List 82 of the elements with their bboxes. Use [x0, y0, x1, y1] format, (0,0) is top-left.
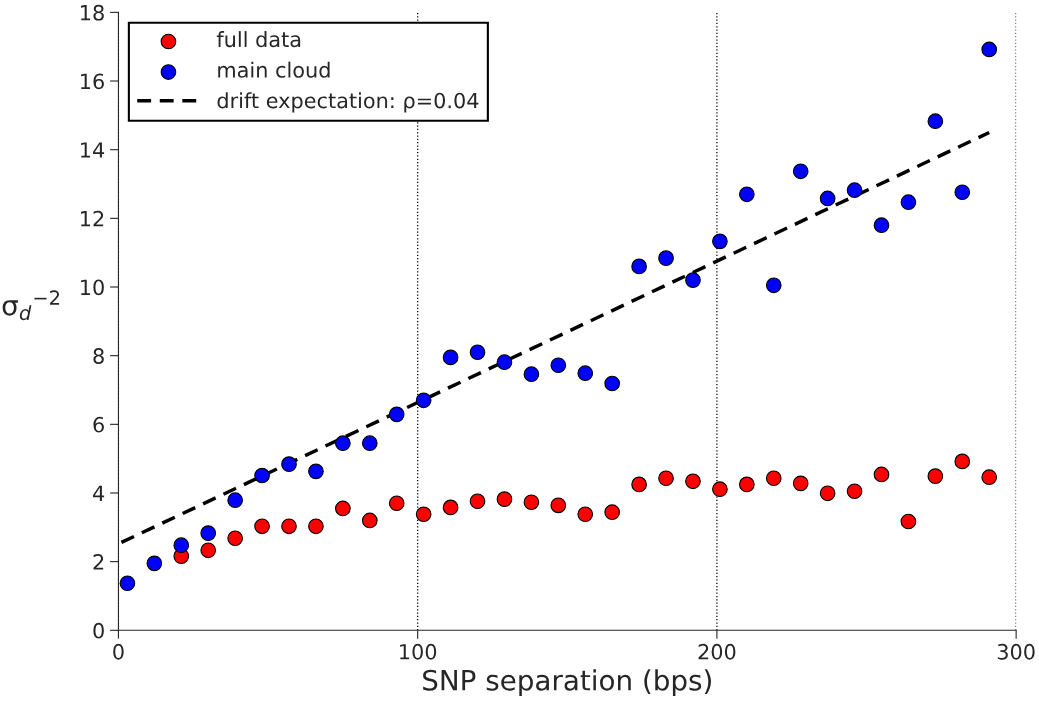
point [631, 476, 647, 493]
point [200, 525, 217, 541]
point [200, 542, 217, 559]
point [227, 530, 243, 547]
point [900, 194, 917, 211]
point [927, 468, 944, 485]
y-tick-label: 18 [81, 4, 104, 21]
point [308, 518, 324, 535]
point [577, 506, 594, 523]
x-tick-label: 100 [400, 643, 437, 660]
point [281, 456, 297, 472]
point [523, 366, 540, 383]
point [388, 495, 405, 512]
point [335, 435, 351, 452]
point [577, 365, 594, 382]
point [173, 537, 190, 554]
x-axis-title: SNP separation (bps) [423, 669, 711, 697]
point [469, 344, 486, 361]
point [819, 190, 836, 207]
point [227, 492, 243, 509]
point [927, 113, 944, 130]
point [415, 392, 432, 409]
point [738, 186, 755, 203]
y-tick-label: 2 [93, 554, 104, 570]
y-axis-title: σ$_{d}$$^{−2}$ [2, 290, 60, 321]
x-tick-label: 300 [997, 643, 1035, 660]
x-tick-label: 0 [113, 643, 124, 660]
point [900, 513, 917, 530]
point [981, 469, 998, 486]
point [281, 518, 297, 535]
point [415, 506, 432, 523]
point [469, 493, 486, 510]
point [765, 470, 782, 487]
point [954, 184, 971, 201]
point [119, 575, 136, 592]
y-tick-label: 0 [93, 622, 104, 639]
point [442, 349, 459, 366]
point [335, 500, 351, 517]
point [442, 499, 459, 516]
point [361, 435, 378, 452]
y-tick-label: 16 [81, 73, 104, 90]
y-tick-label: 8 [93, 348, 104, 364]
point [685, 272, 701, 288]
point [712, 233, 728, 250]
point [981, 41, 998, 58]
point [658, 470, 674, 487]
point [550, 357, 567, 374]
point [146, 555, 163, 572]
point [604, 504, 621, 521]
point [388, 406, 405, 423]
point [738, 476, 755, 493]
point [604, 375, 621, 392]
point [254, 467, 270, 484]
point [496, 354, 513, 371]
point [792, 475, 809, 492]
point [658, 250, 674, 267]
y-tick-label: 10 [81, 279, 104, 296]
point [523, 494, 540, 511]
point [954, 453, 971, 470]
point [846, 182, 863, 199]
point [631, 258, 647, 275]
point [496, 491, 513, 508]
point [873, 466, 890, 483]
legend-label: full data [216, 31, 301, 48]
point [846, 483, 863, 500]
point [685, 473, 701, 490]
point [873, 217, 890, 234]
y-tick-label: 4 [93, 485, 105, 501]
point [361, 512, 378, 529]
y-tick-label: 12 [81, 210, 104, 227]
point [254, 518, 270, 535]
y-tick-label: 14 [81, 142, 105, 158]
legend-label: main cloud [218, 61, 330, 78]
point [765, 277, 782, 294]
point [308, 463, 324, 480]
point [712, 481, 728, 498]
point [792, 163, 809, 180]
point [550, 497, 567, 514]
y-tick-label: 6 [93, 416, 104, 433]
point [819, 485, 836, 502]
x-tick-label: 200 [698, 643, 736, 660]
legend-label: drift expectation: ρ=0.04 [217, 92, 479, 113]
